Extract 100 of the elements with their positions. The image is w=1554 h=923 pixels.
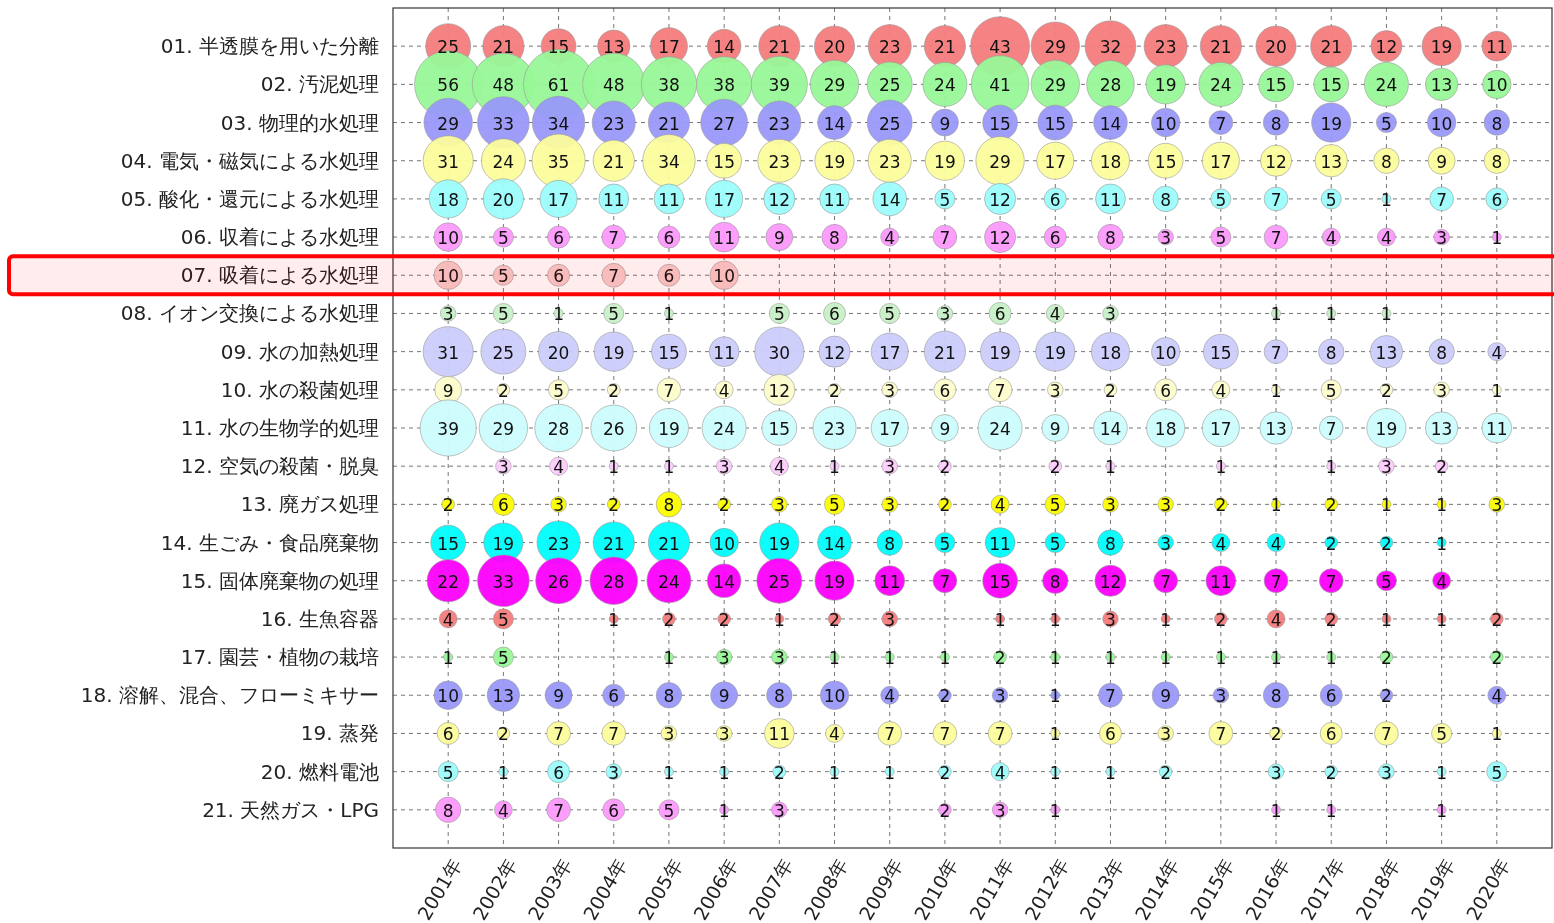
text: 9	[773, 228, 785, 249]
text: 8	[442, 800, 454, 821]
text: 2	[497, 380, 509, 401]
text: 25	[878, 75, 901, 96]
text: 2	[1049, 457, 1061, 478]
y-tick-label: 09. 水の加熱処理	[220, 339, 379, 364]
text: 1	[1215, 648, 1227, 669]
text: 1	[1491, 228, 1503, 249]
text: 2	[1381, 380, 1392, 401]
text: 19	[1320, 113, 1343, 134]
text: 1	[1160, 648, 1172, 669]
text: 1	[773, 609, 785, 630]
text: 17	[878, 342, 901, 363]
text: 1	[1436, 800, 1448, 821]
text: 2	[1436, 457, 1448, 478]
y-tick-label: 03. 物理的水処理	[220, 110, 379, 135]
text: 5	[497, 304, 509, 325]
text: 3	[884, 457, 896, 478]
y-tick-label: 15. 固体廃棄物の処理	[180, 568, 379, 593]
text: 3	[1436, 380, 1448, 401]
text: 9	[553, 686, 564, 707]
text: 1	[663, 762, 675, 783]
text: 10	[1154, 113, 1177, 134]
text: 20	[823, 37, 846, 58]
text: 1	[1325, 800, 1337, 821]
text: 4	[1325, 228, 1337, 249]
text: 1	[1381, 304, 1392, 325]
text: 6	[553, 762, 564, 783]
text: 2	[939, 686, 951, 707]
text: 7	[1105, 686, 1116, 707]
text: 2	[1325, 495, 1337, 516]
text: 1	[1049, 724, 1061, 745]
text: 19	[1375, 419, 1398, 439]
text: 6	[1325, 686, 1337, 707]
text: 39	[437, 419, 460, 439]
text: 4	[829, 724, 840, 745]
text: 12	[768, 380, 791, 401]
text: 8	[1105, 533, 1116, 554]
text: 3	[1491, 495, 1503, 516]
text: 7	[1270, 228, 1282, 249]
text: 20	[547, 342, 570, 363]
text: 3	[1105, 304, 1116, 325]
text: 21	[658, 113, 680, 134]
text: 2	[1215, 609, 1227, 630]
text: 3	[553, 495, 564, 516]
text: 7	[1325, 419, 1337, 439]
text: 3	[1105, 609, 1116, 630]
text: 15	[1265, 75, 1287, 96]
text: 15	[1044, 113, 1067, 134]
text: 6	[497, 495, 509, 516]
text: 2	[497, 724, 509, 745]
text: 29	[1044, 75, 1067, 96]
text: 11	[1210, 571, 1232, 592]
text: 3	[1436, 228, 1448, 249]
text: 21	[658, 533, 680, 554]
text: 6	[939, 380, 951, 401]
text: 11	[1099, 189, 1122, 210]
text: 3	[884, 609, 896, 630]
text: 33	[492, 571, 515, 592]
text: 6	[994, 304, 1006, 325]
text: 8	[1049, 571, 1061, 592]
text: 9	[939, 419, 951, 439]
text: 19	[492, 533, 515, 554]
text: 2	[1381, 648, 1392, 669]
text: 39	[768, 75, 791, 96]
text: 8	[663, 495, 675, 516]
text: 15	[1154, 151, 1177, 172]
text: 1	[1105, 457, 1116, 478]
text: 3	[994, 686, 1006, 707]
text: 2	[1491, 609, 1503, 630]
text: 1	[829, 457, 840, 478]
text: 22	[437, 571, 460, 592]
text: 7	[1325, 571, 1337, 592]
text: 14	[713, 571, 735, 592]
text: 10	[713, 533, 735, 554]
text: 21	[1210, 37, 1232, 58]
y-tick-label: 05. 酸化・還元による水処理	[120, 186, 379, 211]
text: 5	[1049, 533, 1061, 554]
text: 11	[658, 189, 680, 210]
text: 43	[989, 37, 1011, 58]
text: 1	[718, 800, 730, 821]
text: 6	[1491, 189, 1503, 210]
text: 2	[1325, 609, 1337, 630]
text: 5	[1436, 724, 1448, 745]
text: 24	[1210, 75, 1232, 96]
text: 17	[713, 189, 735, 210]
text: 8	[1491, 151, 1503, 172]
text: 28	[547, 419, 570, 439]
text: 3	[1049, 380, 1061, 401]
text: 1	[884, 762, 896, 783]
text: 6	[1049, 228, 1061, 249]
text: 20	[1265, 37, 1287, 58]
text: 2	[718, 609, 730, 630]
text: 8	[1160, 189, 1172, 210]
text: 14	[823, 113, 846, 134]
text: 6	[442, 724, 454, 745]
text: 7	[939, 228, 951, 249]
text: 5	[497, 266, 509, 287]
text: 1	[1270, 304, 1282, 325]
text: 7	[939, 571, 951, 592]
